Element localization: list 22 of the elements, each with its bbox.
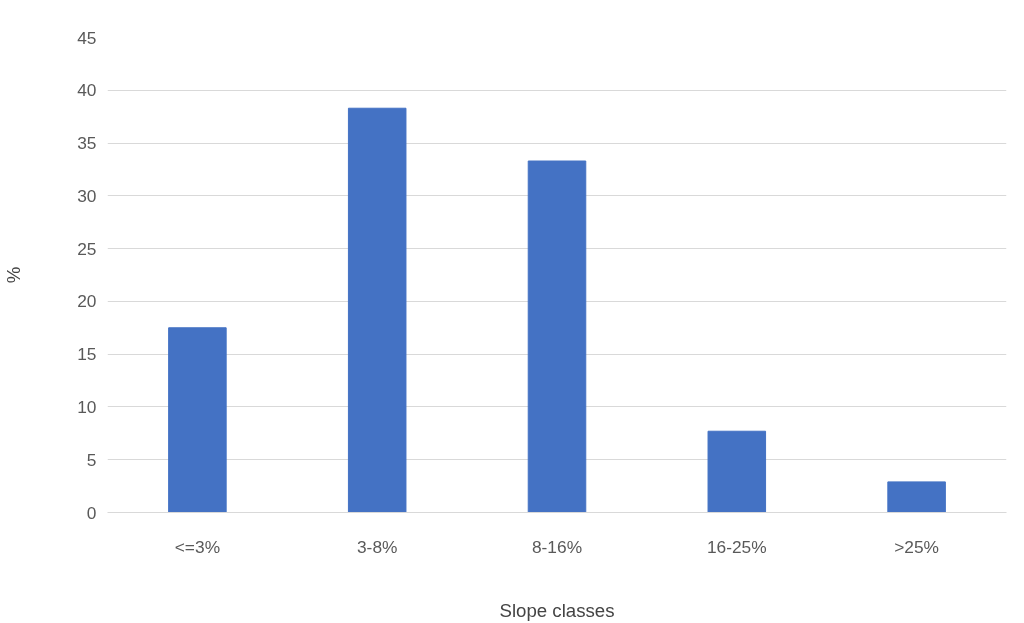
y-tick-label: 35 [77,133,97,154]
bar [707,430,767,513]
y-axis-title: % [3,266,25,284]
bar [887,481,946,513]
y-tick-label: 5 [86,449,97,470]
y-tick-label: 30 [77,185,97,206]
y-tick-label: 40 [77,80,97,101]
y-tick-label: 10 [77,396,97,417]
x-tick-label: 8-16% [531,536,583,557]
x-tick-label: 3-8% [356,536,398,557]
bar [168,327,227,513]
x-axis-title: Slope classes [499,599,615,621]
x-tick-label: <=3% [174,536,221,557]
bar [347,107,407,513]
y-tick-label: 45 [77,27,97,48]
y-tick-label: 0 [86,502,97,523]
y-tick-label: 20 [77,291,97,312]
x-tick-label: 16-25% [706,536,767,557]
y-tick-label: 25 [77,238,97,259]
x-tick-label: >25% [894,536,940,557]
bar [527,160,587,513]
y-tick-label: 15 [77,344,97,365]
